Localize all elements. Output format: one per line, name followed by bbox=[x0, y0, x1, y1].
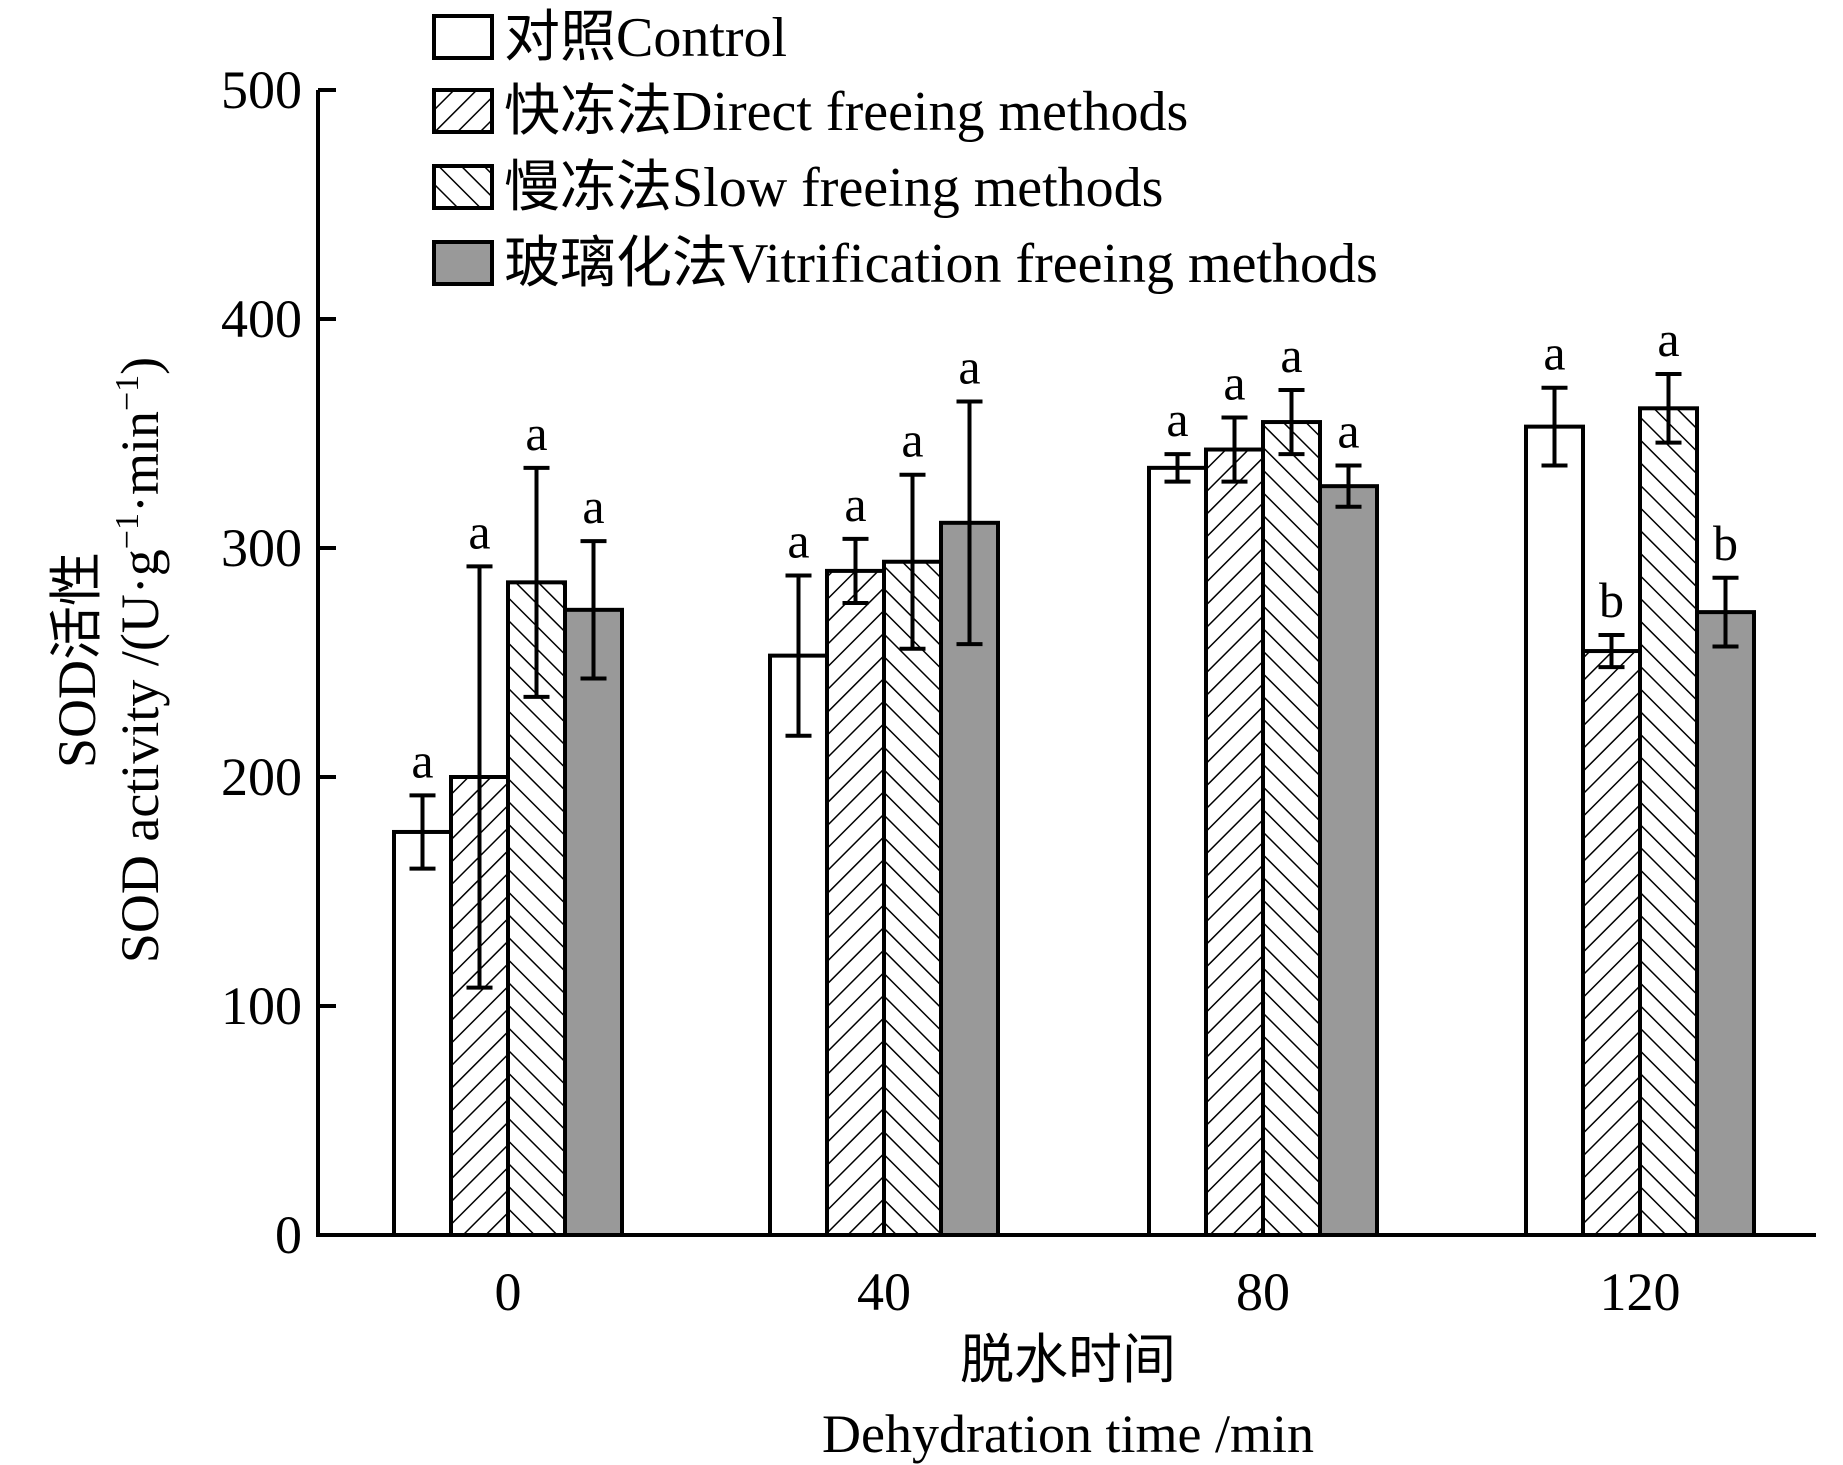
legend-swatch bbox=[432, 240, 494, 286]
x-axis-title-cn: 脱水时间 bbox=[960, 1330, 1176, 1390]
y-tick-label: 400 bbox=[221, 289, 302, 349]
x-axis-title-en: Dehydration time /min bbox=[822, 1404, 1314, 1464]
x-tick-label: 0 bbox=[495, 1262, 522, 1322]
significance-letter: a bbox=[901, 412, 923, 468]
bar bbox=[392, 829, 453, 1238]
legend-swatch bbox=[432, 14, 494, 60]
y-tick-label: 0 bbox=[275, 1205, 302, 1265]
significance-letter: b bbox=[1599, 572, 1624, 628]
significance-letter: a bbox=[1543, 325, 1565, 381]
x-tick-label: 80 bbox=[1236, 1262, 1290, 1322]
bar bbox=[1581, 649, 1642, 1237]
significance-letter: a bbox=[411, 732, 433, 788]
bar bbox=[1695, 610, 1756, 1237]
y-ticks: 0 100 200 300 400 500 bbox=[221, 60, 336, 1265]
significance-letter: a bbox=[1657, 311, 1679, 367]
legend-swatch bbox=[432, 164, 494, 210]
bar bbox=[563, 607, 624, 1237]
significance-letter: a bbox=[844, 476, 866, 532]
y-tick-label: 500 bbox=[221, 60, 302, 120]
legend-swatch bbox=[432, 88, 494, 134]
legend-label: 对照Control bbox=[504, 7, 787, 69]
bar bbox=[825, 568, 886, 1237]
bar bbox=[1638, 406, 1699, 1237]
legend-label: 慢冻法Slow freeing methods bbox=[504, 157, 1163, 219]
x-tick-label: 120 bbox=[1600, 1262, 1681, 1322]
y-tick-label: 300 bbox=[221, 518, 302, 578]
significance-letter: a bbox=[525, 405, 547, 461]
significance-letter: a bbox=[958, 338, 980, 394]
legend: 对照Control 快冻法Direct freeing methods 慢冻法Slo… bbox=[432, 7, 1378, 295]
bar bbox=[1204, 447, 1265, 1237]
significance-letter: a bbox=[582, 478, 604, 534]
legend-label: 玻璃化法Vitrification freeing methods bbox=[504, 233, 1378, 295]
significance-letter: a bbox=[1166, 391, 1188, 447]
significance-letter: a bbox=[468, 503, 490, 559]
significance-letter: a bbox=[787, 512, 809, 568]
bar bbox=[1524, 424, 1585, 1237]
legend-label: 快冻法Direct freeing methods bbox=[504, 81, 1188, 143]
x-ticks: 0 40 80 120 bbox=[495, 1262, 1681, 1322]
significance-letter: b bbox=[1713, 515, 1738, 571]
bar bbox=[768, 653, 829, 1237]
bar bbox=[1318, 484, 1379, 1238]
y-axis-title-en: SOD activity /(U·g−1·min−1) bbox=[109, 357, 170, 963]
significance-letter: a bbox=[1280, 327, 1302, 383]
y-axis-title-cn: SOD活性 bbox=[47, 552, 107, 768]
bar bbox=[1261, 420, 1322, 1237]
y-tick-label: 100 bbox=[221, 976, 302, 1036]
significance-letter: a bbox=[1223, 354, 1245, 410]
bar bbox=[882, 559, 943, 1237]
bar bbox=[1147, 465, 1208, 1238]
significance-letter: a bbox=[1337, 403, 1359, 459]
x-tick-label: 40 bbox=[857, 1262, 911, 1322]
y-tick-label: 200 bbox=[221, 747, 302, 807]
